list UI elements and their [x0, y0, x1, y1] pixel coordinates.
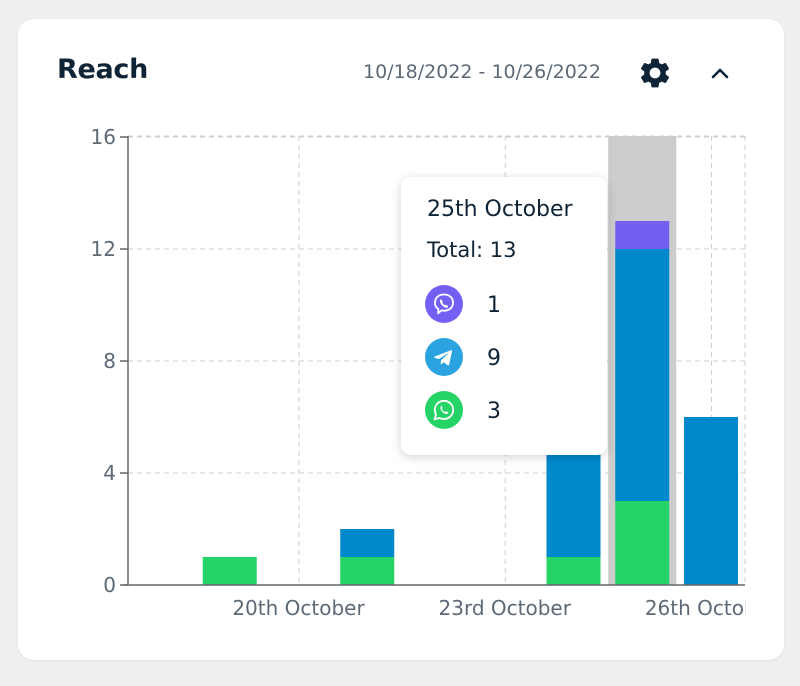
tooltip-viber-value: 1	[487, 293, 501, 318]
chart-tooltip: 25th October Total: 13 1 9 3	[401, 177, 607, 455]
bar-whatsapp	[615, 501, 670, 585]
x-tick-label: 26th October	[645, 596, 778, 620]
y-tick-label: 8	[103, 349, 116, 373]
y-tick-label: 0	[103, 573, 116, 597]
tooltip-row-whatsapp: 3	[425, 391, 595, 431]
tooltip-date: 25th October	[427, 197, 573, 222]
tooltip-total: Total: 13	[427, 238, 517, 262]
bar-whatsapp	[202, 557, 257, 585]
bar-telegram	[546, 445, 601, 557]
gear-icon[interactable]	[637, 55, 673, 91]
viber-icon	[425, 285, 463, 323]
bar-telegram	[340, 529, 395, 557]
y-tick-label: 12	[91, 237, 116, 261]
bar-whatsapp	[546, 557, 601, 585]
bar-telegram	[615, 249, 670, 501]
y-tick-label: 4	[103, 461, 116, 485]
y-tick-label: 16	[91, 125, 116, 149]
bar-viber	[615, 221, 670, 249]
bar-whatsapp	[340, 557, 395, 585]
date-range[interactable]: 10/18/2022 - 10/26/2022	[363, 61, 601, 83]
x-tick-label: 20th October	[232, 596, 365, 620]
tooltip-telegram-value: 9	[487, 346, 501, 371]
tooltip-row-telegram: 9	[425, 338, 595, 378]
card-title: Reach	[57, 54, 149, 85]
whatsapp-icon	[425, 391, 463, 429]
bar-telegram	[684, 417, 738, 585]
tooltip-whatsapp-value: 3	[487, 399, 501, 424]
x-tick-label: 23rd October	[439, 596, 572, 620]
chevron-up-icon[interactable]	[704, 57, 736, 89]
tooltip-row-viber: 1	[425, 285, 595, 325]
telegram-icon	[425, 338, 463, 376]
